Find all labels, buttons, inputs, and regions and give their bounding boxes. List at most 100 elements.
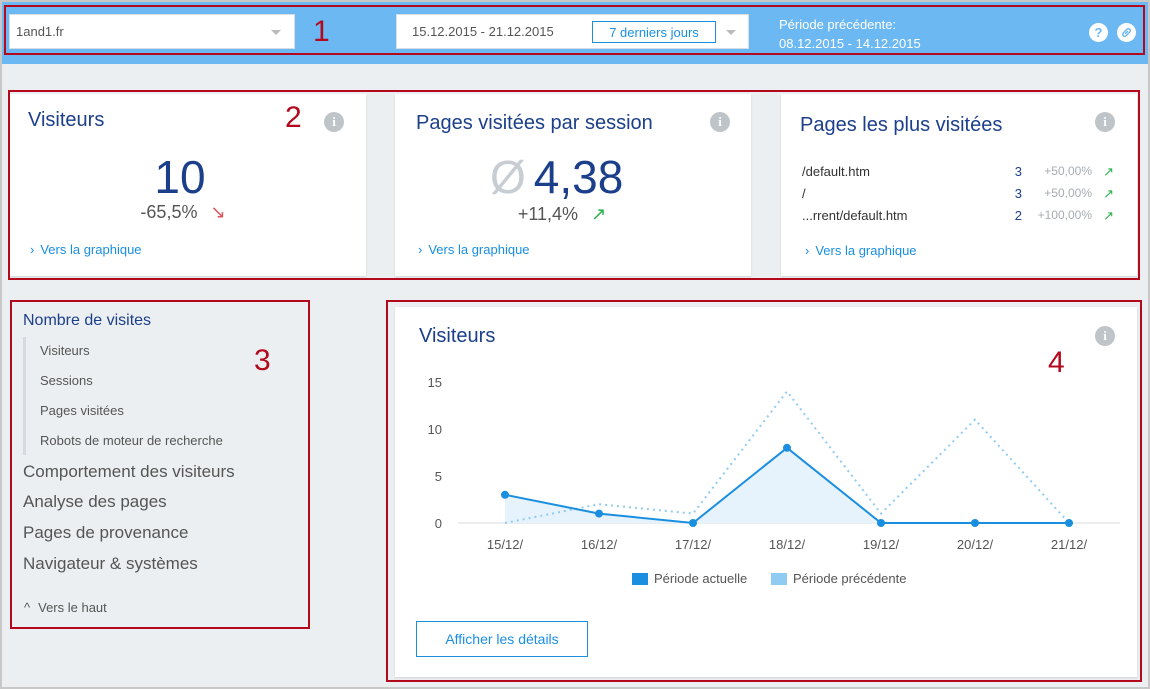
series-current-point [971,519,979,527]
chevron-up-icon: ^ [24,600,31,615]
top-pages-info-icon[interactable]: i [1095,112,1115,132]
top-page-percent: +100,00% [1037,208,1092,222]
pages-per-session-title: Pages visitées par session [416,112,653,134]
x-tick-label: 21/12/ [1051,537,1088,552]
nav-item-behaviour[interactable]: Comportement des visiteurs [23,462,235,481]
previous-period-label: Période précédente: [779,17,897,32]
legend-previous[interactable]: Période précédente [771,571,906,586]
top-pages-chart-link-label: Vers la graphique [815,243,917,258]
list-item[interactable]: / 3 +50,00% ↗ [802,186,1114,202]
nav-item-referrers[interactable]: Pages de provenance [23,523,189,542]
series-current-point [501,490,509,499]
top-page-count: 2 [1014,208,1022,223]
question-icon[interactable]: ? [1089,23,1108,42]
back-to-top-link[interactable]: ^ Vers le haut [24,600,107,615]
site-select[interactable]: 1and1.fr [9,14,295,49]
legend-previous-label: Période précédente [793,571,907,586]
annotation-number-3: 3 [254,344,271,377]
visitors-value: 10 [154,151,206,203]
chart-info-icon[interactable]: i [1095,326,1115,346]
top-pages-chart-link[interactable]: › Vers la graphique [805,243,917,258]
visitors-chart-link[interactable]: › Vers la graphique [30,242,142,257]
y-tick-label: 15 [428,375,442,390]
previous-period: Période précédente: 08.12.2015 - 14.12.2… [779,15,921,53]
arrow-up-right-icon: ↗ [1103,208,1114,223]
top-page-path: ...rrent/default.htm [802,208,908,223]
date-range-select[interactable]: 15.12.2015 - 21.12.2015 [396,14,749,49]
back-to-top-label: Vers le haut [38,600,107,615]
visitors-delta: -65,5% ↘ [118,202,248,223]
arrow-up-right-icon: ↗ [1103,164,1114,179]
visitors-card [10,94,366,276]
top-page-count: 3 [1014,164,1022,179]
arrow-up-right-icon: ↗ [1103,186,1114,201]
chevron-right-icon: › [30,242,35,257]
x-tick-label: 16/12/ [581,537,618,552]
visitors-delta-value: -65,5% [140,202,198,222]
top-page-path: /default.htm [802,164,870,179]
x-tick-label: 20/12/ [957,537,994,552]
annotation-number-1: 1 [313,15,330,48]
y-tick-label: 5 [435,469,442,484]
link-icon[interactable] [1117,23,1136,42]
chevron-right-icon: › [418,242,423,257]
annotation-number-4: 4 [1048,346,1065,379]
nav-item-browsers-systems[interactable]: Navigateur & systèmes [23,554,198,573]
nav-subitem-robots[interactable]: Robots de moteur de recherche [40,433,223,448]
series-current-point [1065,519,1073,527]
arrow-up-right-icon: ↗ [591,204,607,224]
site-select-value: 1and1.fr [16,24,64,39]
legend-current[interactable]: Période actuelle [632,571,747,586]
top-pages-card [781,94,1137,276]
nav-item-page-analysis[interactable]: Analyse des pages [23,492,167,511]
x-tick-label: 17/12/ [675,537,712,552]
series-current-point [783,443,791,452]
average-icon: Ø [490,151,526,203]
top-page-path: / [802,186,806,201]
nav-item-visits[interactable]: Nombre de visites [23,312,152,329]
x-tick-label: 15/12/ [487,537,524,552]
x-tick-label: 18/12/ [769,537,806,552]
pages-per-session-card [395,94,751,276]
arrow-down-right-icon: ↘ [210,202,226,222]
list-item[interactable]: ...rrent/default.htm 2 +100,00% ↗ [802,208,1114,224]
series-current-area [505,447,1069,523]
pages-per-session-chart-link-label: Vers la graphique [428,242,530,257]
chart-panel-title: Visiteurs [419,325,496,347]
date-range-chevron-down-icon[interactable] [726,30,736,35]
pages-per-session-info-icon[interactable]: i [710,112,730,132]
pages-per-session-delta: +11,4% ↗ [502,204,622,225]
series-current-point [689,519,697,527]
top-page-percent: +50,00% [1044,186,1092,200]
annotation-number-2: 2 [285,101,302,134]
legend-current-label: Période actuelle [654,571,748,586]
nav-subitems-rail [23,337,26,455]
visitors-info-icon[interactable]: i [324,112,344,132]
previous-period-range: 08.12.2015 - 14.12.2015 [779,36,921,51]
show-details-button[interactable]: Afficher les détails [416,621,588,657]
top-pages-title: Pages les plus visitées [800,114,1003,136]
series-previous-line [504,389,1070,524]
pages-per-session-chart-link[interactable]: › Vers la graphique [418,242,530,257]
top-page-percent: +50,00% [1044,164,1092,178]
date-range-value: 15.12.2015 - 21.12.2015 [412,24,554,39]
top-page-count: 3 [1014,186,1022,201]
x-tick-label: 19/12/ [863,537,900,552]
site-select-chevron-down-icon[interactable] [271,30,281,35]
y-tick-label: 10 [428,422,442,437]
series-current-point [595,509,603,518]
nav-subitem-pages[interactable]: Pages visitées [40,403,124,418]
chevron-right-icon: › [805,243,810,258]
list-item[interactable]: /default.htm 3 +50,00% ↗ [802,164,1114,180]
visitors-card-title: Visiteurs [28,109,105,131]
pages-per-session-value-wrap: Ø 4,38 [490,150,640,204]
legend-current-swatch [632,572,648,585]
visitors-line-chart: 15 10 5 0 15/12/16/12/17/12/18/12/19/12/20/1… [428,375,1120,552]
range-preset-button[interactable]: 7 derniers jours [592,21,716,43]
legend-previous-swatch [771,572,787,585]
pages-per-session-value: 4,38 [533,151,624,203]
pages-per-session-delta-value: +11,4% [517,204,579,224]
series-current-point [877,519,885,527]
nav-subitem-visitors[interactable]: Visiteurs [40,343,90,358]
nav-subitem-sessions[interactable]: Sessions [40,373,93,388]
